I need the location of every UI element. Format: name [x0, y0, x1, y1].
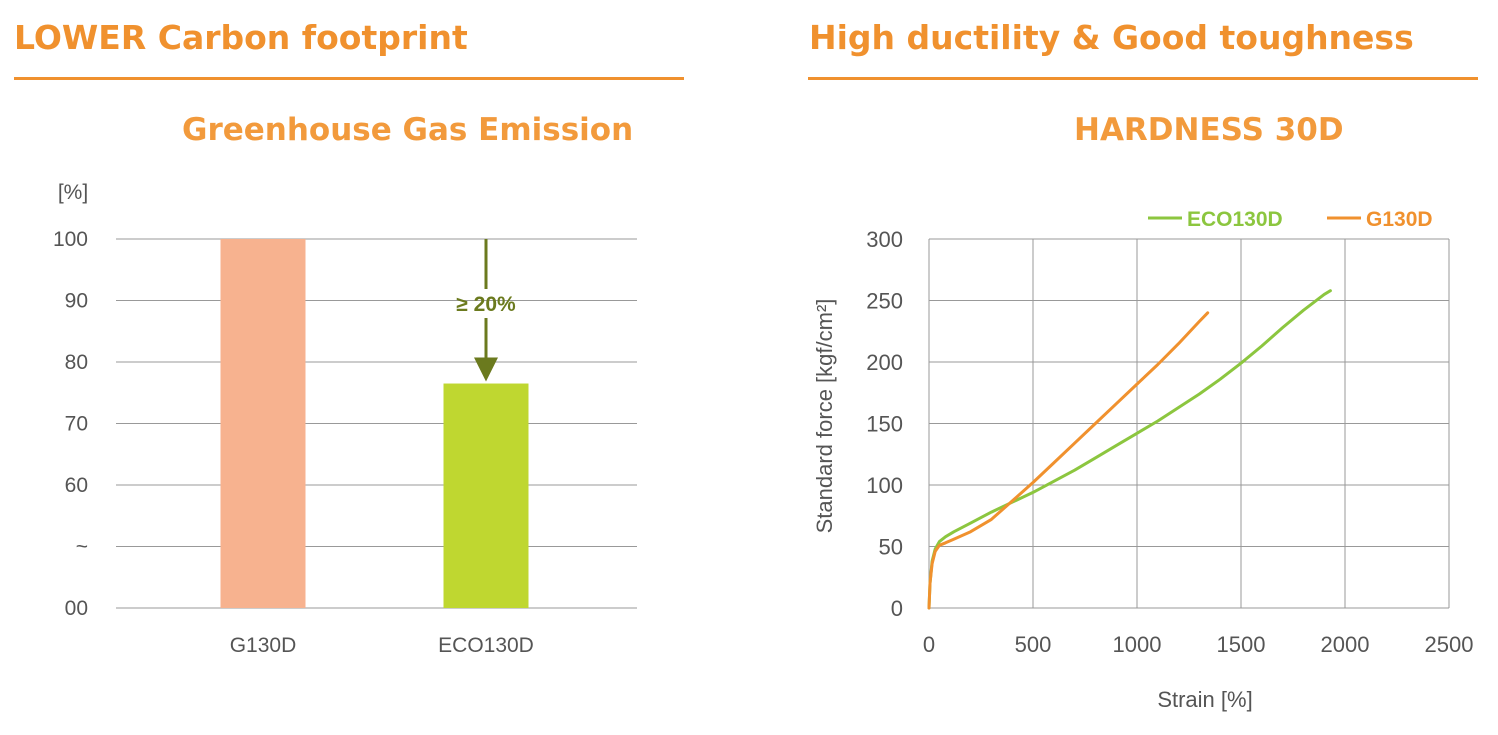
reduction-annotation: ≥ 20% [456, 293, 516, 316]
left-section-rule [14, 77, 684, 80]
line-xtick-label: 1000 [1113, 632, 1162, 657]
line-ytick-label: 100 [866, 473, 903, 498]
bar-category-label: G130D [230, 634, 297, 657]
legend-label-g130d: G130D [1366, 208, 1433, 231]
bar-ytick-label: 70 [65, 413, 88, 436]
bar-ytick-label: ~ [76, 536, 88, 559]
line-ytick-label: 50 [879, 535, 903, 560]
reduction-arrowhead [474, 357, 498, 382]
line-ylabel: Standard force [kgf/cm²] [812, 299, 837, 534]
line-xtick-label: 0 [923, 632, 935, 657]
bar-ytick-label: 90 [65, 290, 88, 313]
right-section-heading: High ductility & Good toughness [809, 18, 1414, 57]
line-ytick-label: 300 [866, 227, 903, 252]
bar-ytick-label: 100 [53, 228, 88, 251]
line-xtick-label: 500 [1015, 632, 1052, 657]
line-xtick-label: 2500 [1425, 632, 1474, 657]
bar-chart-title: Greenhouse Gas Emission [182, 112, 634, 148]
bar-ytick-label: 60 [65, 474, 88, 497]
line-ytick-label: 150 [866, 412, 903, 437]
series-line-eco130d [927, 289, 1332, 610]
line-xtick-label: 1500 [1217, 632, 1266, 657]
bar-ytick-label: 80 [65, 351, 88, 374]
line-chart-title: HARDNESS 30D [1074, 112, 1344, 148]
line-ytick-label: 0 [891, 596, 903, 621]
line-xlabel: Strain [%] [1157, 687, 1252, 712]
bar-ylabel: [%] [58, 181, 88, 204]
legend-label-eco130d: ECO130D [1187, 208, 1283, 231]
line-ytick-label: 200 [866, 350, 903, 375]
left-section-heading: LOWER Carbon footprint [14, 18, 468, 57]
line-ytick-label: 250 [866, 289, 903, 314]
bar-category-label: ECO130D [438, 634, 534, 657]
series-line-g130d [927, 311, 1210, 610]
bar-eco130d [443, 383, 529, 608]
bar-g130d [220, 239, 306, 608]
right-section-rule [808, 77, 1478, 80]
line-xtick-label: 2000 [1321, 632, 1370, 657]
bar-ytick-label: 00 [65, 597, 88, 620]
